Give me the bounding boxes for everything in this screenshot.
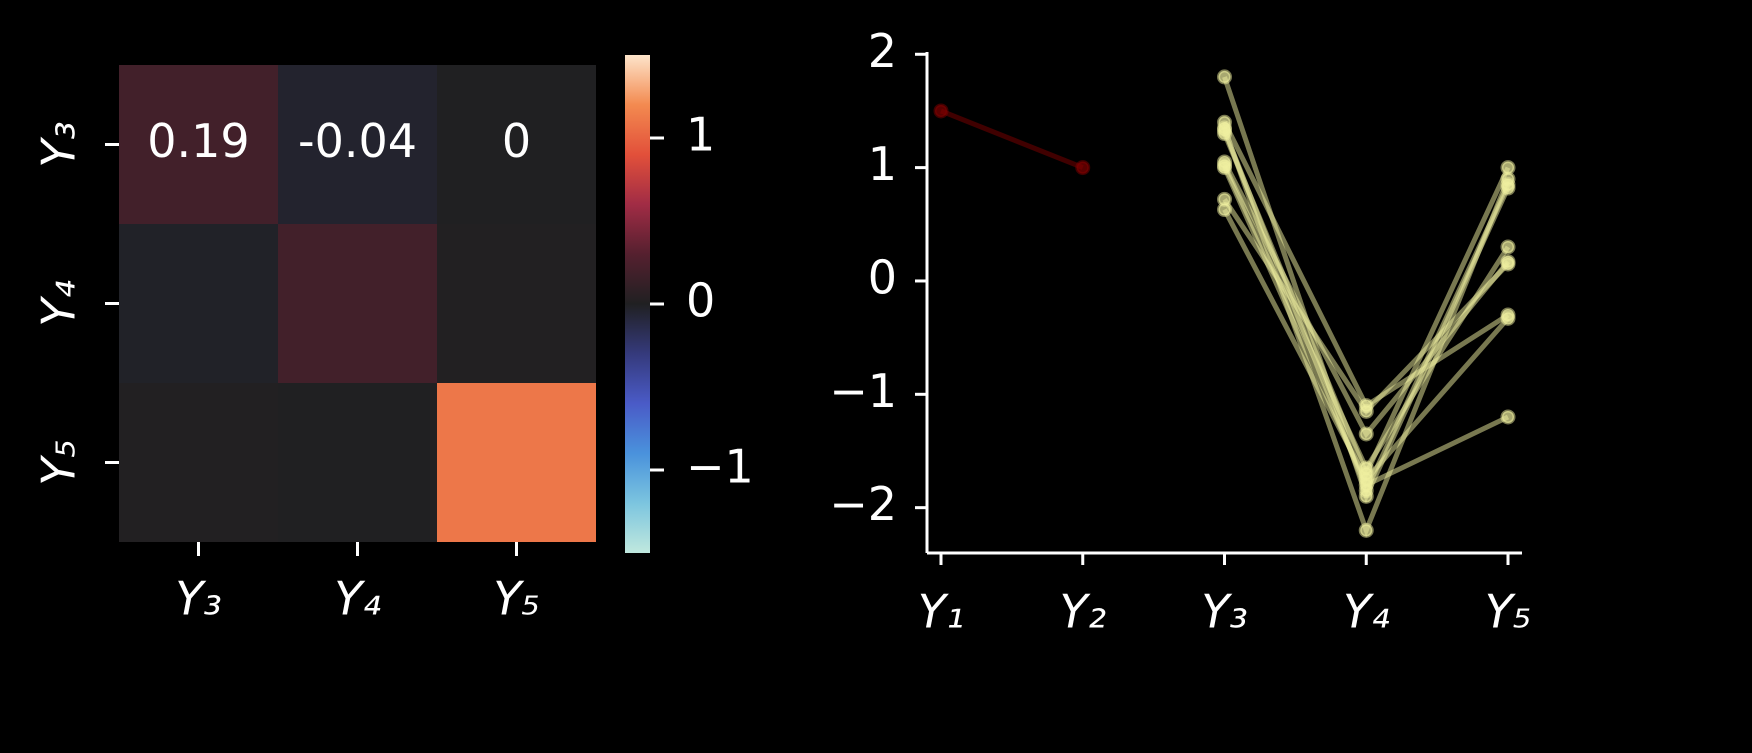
data-point <box>1217 202 1232 218</box>
y-tick-label: 0 <box>868 250 897 304</box>
x-tick-label: Y₃ <box>1201 585 1248 639</box>
colorbar-tick-label: −1 <box>686 440 754 494</box>
heatmap-cell <box>119 383 278 542</box>
colorbar <box>625 55 650 553</box>
x-tick-label: Y₁ <box>918 585 965 639</box>
data-point <box>1500 160 1516 176</box>
data-point <box>1358 426 1374 442</box>
data-point <box>1075 160 1091 176</box>
series-line <box>940 108 1084 170</box>
y-tick-label: 1 <box>868 137 897 191</box>
x-tick-label: Y₄ <box>334 572 381 626</box>
heatmap-cell <box>437 224 596 383</box>
heatmap-cell <box>437 65 596 224</box>
heatmap-cell <box>278 65 437 224</box>
x-tick-label: Y₅ <box>1485 585 1532 639</box>
data-point <box>933 103 949 119</box>
y-tick-label: −1 <box>829 364 897 418</box>
x-tick-label: Y₃ <box>175 572 222 626</box>
y-tick-label: Y₅ <box>32 439 86 486</box>
cell-label: 0 <box>502 114 531 168</box>
data-point <box>1217 69 1232 85</box>
y-tick-label: Y₄ <box>32 280 86 327</box>
data-point <box>1217 122 1232 138</box>
data-point <box>1500 409 1516 425</box>
cell-label: -0.04 <box>298 114 417 168</box>
data-point <box>1500 177 1516 193</box>
data-point <box>1500 310 1516 326</box>
x-tick-label: Y₄ <box>1343 585 1390 639</box>
data-point <box>1217 160 1232 176</box>
data-point <box>1500 239 1516 255</box>
x-tick-label: Y₂ <box>1059 585 1106 639</box>
y-tick-label: −2 <box>829 477 897 531</box>
x-tick-label: Y₅ <box>493 572 540 626</box>
colorbar-tick-label: 0 <box>686 274 715 328</box>
heatmap-cell <box>119 224 278 383</box>
heatmap-cell <box>278 224 437 383</box>
data-point <box>1358 403 1374 419</box>
y-tick-label: Y₃ <box>32 121 86 168</box>
data-point <box>1358 483 1374 499</box>
heatmap-cell <box>278 383 437 542</box>
y-tick-label: 2 <box>868 24 897 78</box>
colorbar-tick-label: 1 <box>686 108 715 162</box>
cell-label: 0.19 <box>147 114 249 168</box>
data-point <box>1500 256 1516 272</box>
data-point <box>1358 522 1374 538</box>
heatmap-cell <box>437 383 596 542</box>
heatmap-cell <box>119 65 278 224</box>
